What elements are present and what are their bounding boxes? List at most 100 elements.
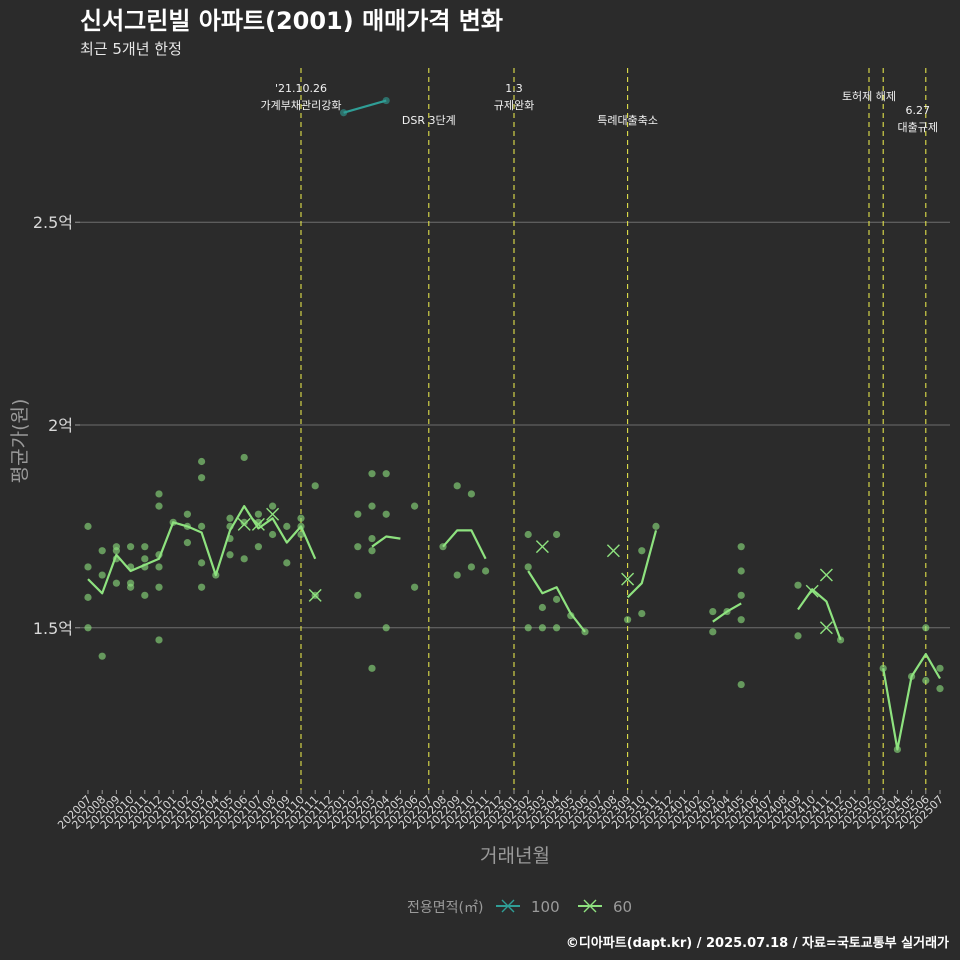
y-ticks: 1.5억 2억 2.5억 bbox=[33, 213, 80, 638]
data-point bbox=[254, 543, 262, 551]
data-point bbox=[354, 510, 362, 518]
data-point bbox=[98, 571, 106, 579]
data-point bbox=[553, 595, 561, 603]
data-point bbox=[936, 664, 944, 672]
data-point bbox=[368, 547, 376, 555]
trend-line bbox=[343, 99, 387, 114]
trend-line bbox=[371, 535, 401, 548]
event-label: 1.3 bbox=[505, 82, 523, 95]
data-point bbox=[524, 563, 532, 571]
data-point bbox=[127, 543, 135, 551]
data-point bbox=[283, 559, 291, 567]
single-trade-marker bbox=[819, 568, 833, 582]
single-trade-marker bbox=[606, 544, 620, 558]
legend-label-60: 60 bbox=[613, 898, 632, 916]
data-point bbox=[155, 502, 163, 510]
y-tick-label: 2억 bbox=[48, 416, 73, 435]
data-point bbox=[283, 522, 291, 530]
data-point bbox=[198, 583, 206, 591]
series-60 bbox=[84, 453, 944, 754]
chart-title: 신서그린빌 아파트(2001) 매매가격 변화 bbox=[80, 7, 503, 35]
event-label: 토허제 해제 bbox=[842, 89, 896, 103]
data-point bbox=[482, 567, 490, 575]
data-point bbox=[709, 607, 717, 616]
data-point bbox=[240, 518, 248, 526]
event-label: 규제완화 bbox=[494, 99, 534, 112]
gridlines bbox=[80, 221, 950, 629]
single-trade-marker bbox=[266, 507, 280, 521]
data-point bbox=[141, 591, 149, 599]
data-point bbox=[84, 522, 92, 530]
data-point bbox=[112, 579, 120, 587]
legend: 전용면적(㎡) 100 60 bbox=[407, 898, 632, 916]
trend-line bbox=[527, 570, 586, 633]
data-point bbox=[84, 593, 92, 601]
data-point bbox=[112, 547, 120, 555]
event-label: 6.27 bbox=[906, 104, 931, 117]
data-point bbox=[737, 616, 745, 624]
data-point bbox=[524, 624, 532, 632]
data-point bbox=[240, 555, 248, 563]
data-point bbox=[368, 470, 376, 478]
data-point bbox=[382, 470, 390, 478]
y-tick-label: 2.5억 bbox=[33, 213, 73, 232]
legend-title: 전용면적(㎡) bbox=[407, 900, 483, 916]
data-point bbox=[922, 676, 930, 685]
data-point bbox=[183, 510, 191, 518]
data-point bbox=[411, 502, 419, 510]
data-point bbox=[411, 583, 419, 591]
single-trade-marker bbox=[237, 517, 251, 531]
y-tick-label: 1.5억 bbox=[33, 619, 73, 638]
trend-line bbox=[797, 588, 842, 641]
data-point bbox=[737, 591, 745, 599]
data-point bbox=[183, 539, 191, 547]
trend-line bbox=[87, 505, 317, 595]
data-point bbox=[794, 632, 802, 640]
data-point bbox=[98, 547, 106, 555]
legend-swatch-marker-60 bbox=[583, 899, 597, 913]
data-point bbox=[368, 502, 376, 510]
source-caption: ©디아파트(dapt.kr) / 2025.07.18 / 자료=국토교통부 실… bbox=[566, 935, 949, 951]
data-point bbox=[354, 591, 362, 599]
data-point bbox=[155, 490, 163, 498]
data-point bbox=[538, 603, 547, 612]
data-point bbox=[127, 583, 135, 591]
data-point bbox=[624, 616, 632, 624]
chart-subtitle: 최근 5개년 한정 bbox=[80, 40, 182, 58]
data-point bbox=[382, 624, 390, 632]
data-point bbox=[84, 624, 92, 632]
event-label: 대출규제 bbox=[898, 121, 938, 134]
data-point bbox=[737, 543, 745, 551]
data-point bbox=[269, 502, 277, 510]
data-point bbox=[794, 581, 802, 589]
data-point bbox=[226, 551, 234, 559]
series-layer bbox=[84, 96, 944, 754]
data-point bbox=[98, 652, 106, 660]
event-label: DSR 3단계 bbox=[402, 114, 456, 127]
data-point bbox=[382, 510, 390, 518]
data-point bbox=[340, 109, 348, 117]
data-point bbox=[467, 563, 475, 571]
data-point bbox=[382, 96, 390, 105]
data-point bbox=[368, 664, 376, 672]
data-point bbox=[453, 482, 461, 490]
trend-line bbox=[712, 602, 742, 623]
legend-label-100: 100 bbox=[531, 898, 560, 916]
data-point bbox=[524, 530, 532, 539]
data-point bbox=[311, 482, 319, 490]
data-point bbox=[155, 583, 163, 591]
single-trade-marker bbox=[251, 517, 265, 531]
data-point bbox=[553, 624, 561, 632]
single-trade-marker bbox=[805, 584, 819, 598]
single-trade-marker bbox=[535, 540, 549, 554]
data-point bbox=[198, 457, 206, 466]
x-axis-label: 거래년월 bbox=[480, 845, 550, 867]
trend-line bbox=[882, 652, 941, 751]
data-point bbox=[254, 510, 262, 518]
data-point bbox=[467, 490, 475, 498]
event-label: '21.10.26 bbox=[275, 82, 327, 95]
data-point bbox=[269, 530, 277, 539]
trend-line bbox=[626, 530, 658, 599]
